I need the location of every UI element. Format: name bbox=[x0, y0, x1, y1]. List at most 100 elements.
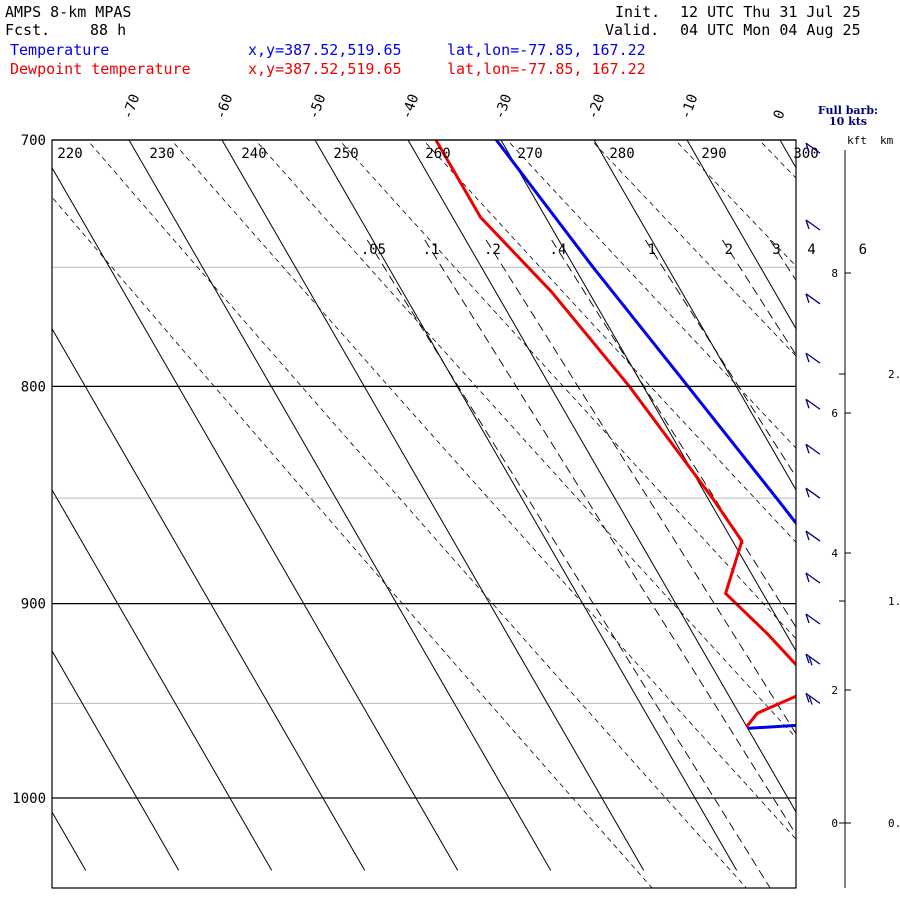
mixing-ratio-label: .1 bbox=[423, 242, 440, 258]
isobar-label: 1000 bbox=[12, 791, 46, 807]
kft-tick-label: 8 bbox=[831, 267, 838, 280]
isotherm-line bbox=[407, 140, 796, 813]
mixing-ratio-line bbox=[645, 239, 796, 478]
legend: Temperature x,y=387.52,519.65 lat,lon=-7… bbox=[10, 41, 646, 78]
mixing-ratio-line bbox=[424, 239, 796, 836]
valid-label: Valid. bbox=[605, 21, 659, 39]
wind-barb bbox=[805, 142, 821, 154]
mixing-ratio-line bbox=[485, 239, 796, 735]
km-tick-label: 2. bbox=[888, 368, 900, 381]
background-grid bbox=[52, 140, 900, 890]
barb-flag bbox=[805, 613, 810, 624]
mixing-ratio-label: .4 bbox=[550, 242, 567, 258]
mixing-ratio-label: 2 bbox=[725, 242, 733, 258]
barb-flag bbox=[808, 656, 813, 666]
wind-barbs bbox=[805, 142, 821, 705]
wind-barb bbox=[805, 293, 821, 305]
dry-adiabat-line bbox=[590, 140, 796, 357]
barb-flag bbox=[805, 444, 810, 454]
isobar-label: 900 bbox=[21, 597, 46, 613]
isotherm-line bbox=[221, 140, 645, 871]
temperature-profile-line bbox=[495, 140, 796, 730]
legend-name-temperature: Temperature bbox=[10, 41, 109, 59]
isentrope-label: 300 bbox=[793, 146, 818, 162]
km-axis-label: km bbox=[880, 134, 894, 147]
barb-staff bbox=[805, 530, 821, 542]
kft-tick-label: 6 bbox=[831, 407, 838, 420]
temperature-tick-label: -30 bbox=[492, 92, 516, 121]
barb-flag bbox=[808, 695, 813, 705]
dry-adiabat-line bbox=[170, 140, 796, 840]
barb-legend-line2: 10 kts bbox=[829, 115, 867, 128]
temperature-tick-label: -40 bbox=[399, 92, 423, 121]
wind-barb bbox=[805, 352, 821, 364]
km-tick-label: 1. bbox=[888, 595, 900, 608]
barb-staff bbox=[805, 443, 821, 455]
isotherm-line bbox=[779, 140, 796, 169]
isentrope-label: 230 bbox=[149, 146, 174, 162]
barb-flag bbox=[805, 399, 810, 409]
isotherm-line bbox=[52, 649, 180, 871]
barb-flag bbox=[805, 219, 810, 230]
fcst-value: 88 h bbox=[90, 21, 126, 39]
isotherm-line bbox=[52, 488, 273, 871]
barb-staff bbox=[805, 572, 821, 584]
dewpoint-profile-line bbox=[434, 140, 796, 728]
dry-adiabat-line bbox=[506, 140, 796, 449]
mixing-ratio-line bbox=[551, 239, 796, 629]
dry-adiabat-line bbox=[422, 140, 796, 543]
legend-latlon-temperature: lat,lon=-77.85, 167.22 bbox=[447, 41, 646, 59]
barb-staff bbox=[805, 219, 821, 231]
barb-flag bbox=[805, 572, 810, 583]
sounding-profiles bbox=[434, 140, 796, 730]
temperature-tick-label: 0 bbox=[771, 108, 789, 121]
barb-flag bbox=[805, 530, 810, 541]
mixing-ratio-line bbox=[856, 240, 900, 890]
barb-staff bbox=[805, 398, 821, 410]
mixing-ratio-line bbox=[366, 239, 771, 888]
barb-flag bbox=[805, 487, 810, 498]
legend-xy-temperature: x,y=387.52,519.65 bbox=[248, 41, 402, 59]
barb-flag bbox=[805, 693, 810, 703]
wind-barb bbox=[805, 572, 821, 584]
barb-staff bbox=[805, 293, 821, 305]
init-label: Init. bbox=[615, 3, 660, 21]
temperature-tick-label: -10 bbox=[678, 92, 702, 121]
isotherm-line bbox=[873, 140, 900, 870]
isentrope-label: 260 bbox=[425, 146, 450, 162]
mixing-ratio-line bbox=[805, 240, 900, 890]
mixing-ratio-label: 1 bbox=[648, 242, 656, 258]
model-title: AMPS 8-km MPAS bbox=[5, 3, 131, 21]
kft-tick-label: 2 bbox=[831, 684, 838, 697]
temperature-tick-label: -70 bbox=[120, 92, 144, 121]
barb-staff bbox=[805, 692, 821, 704]
isentrope-label: 290 bbox=[701, 146, 726, 162]
barb-flag bbox=[805, 653, 810, 664]
km-tick-label: 0. bbox=[888, 817, 900, 830]
isotherm-line bbox=[128, 140, 552, 871]
dry-adiabat-line bbox=[254, 140, 796, 739]
wind-barb bbox=[805, 613, 821, 625]
isentrope-label: 220 bbox=[57, 146, 82, 162]
isotherm-line bbox=[593, 140, 796, 491]
barb-legend-line1: Full barb: bbox=[818, 104, 878, 117]
isotherm-line bbox=[52, 327, 366, 871]
legend-latlon-dewpoint: lat,lon=-77.85, 167.22 bbox=[447, 60, 646, 78]
isentrope-label: 270 bbox=[517, 146, 542, 162]
isotherm-line bbox=[52, 166, 459, 871]
isotherm-line bbox=[52, 810, 87, 871]
isentrope-label: 250 bbox=[333, 146, 358, 162]
barb-staff bbox=[805, 613, 821, 625]
barb-flag bbox=[805, 293, 810, 304]
wind-barb bbox=[805, 530, 821, 542]
barb-staff bbox=[805, 142, 821, 154]
isotherm-line bbox=[500, 140, 796, 652]
mixing-ratio-label: 3 bbox=[772, 242, 780, 258]
mixing-ratio-line bbox=[722, 239, 796, 356]
isobar-label: 700 bbox=[21, 133, 46, 149]
barb-staff bbox=[805, 487, 821, 499]
mixing-ratio-label: 6 bbox=[859, 242, 867, 258]
barb-flag bbox=[805, 142, 810, 153]
